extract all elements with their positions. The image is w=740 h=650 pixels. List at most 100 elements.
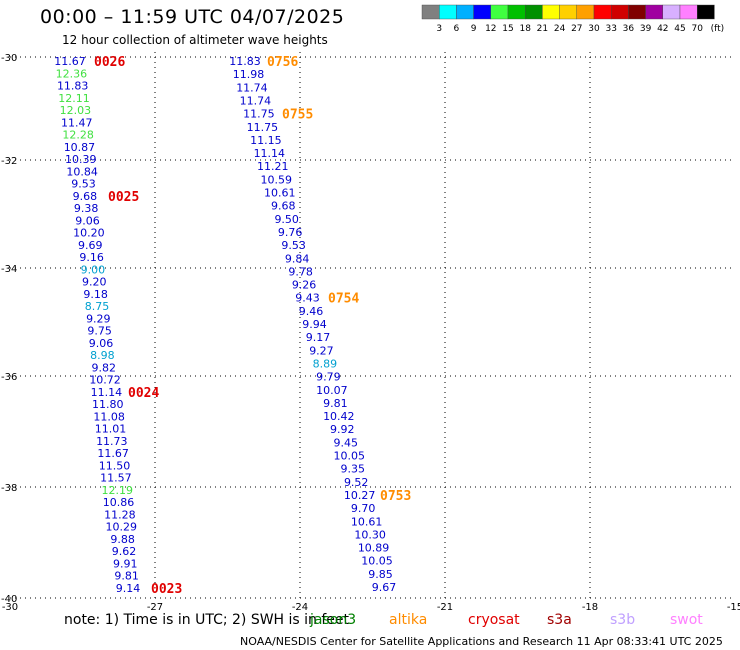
legend-swatch (593, 4, 612, 20)
wave-height-label: 11.67 (97, 447, 129, 460)
wave-height-label: 11.74 (236, 81, 268, 94)
page-title: 00:00 – 11:59 UTC 04/07/2025 (40, 6, 345, 28)
satellite-legend-s3b: s3b (610, 612, 636, 628)
legend-swatch (697, 4, 715, 20)
wave-height-label: 11.75 (247, 121, 279, 134)
wave-height-label: 9.75 (87, 325, 112, 338)
wave-height-label: 11.01 (95, 423, 127, 436)
wave-height-label: 9.88 (110, 533, 135, 546)
wave-height-label: 9.76 (278, 226, 303, 239)
legend-label: 45 (674, 24, 685, 34)
legend-swatch (421, 4, 440, 20)
wave-height-label: 11.47 (61, 116, 93, 129)
wave-height-label: 9.16 (79, 251, 104, 264)
wave-height-label: 10.05 (361, 555, 393, 568)
wave-height-label: 12.03 (60, 104, 92, 117)
wave-height-label: 11.15 (250, 134, 282, 147)
wave-height-label: 10.30 (354, 528, 386, 541)
wave-height-label: 10.84 (66, 165, 98, 178)
y-tick-label: -36 (1, 372, 17, 383)
color-legend: 3 6 9 12 15 18 21 24 27 30 33 36 39 42 45 70 (ft) (421, 4, 724, 34)
time-label: 0025 (108, 190, 139, 205)
wave-height-label: 9.06 (75, 214, 100, 227)
satellite-legend-s3a: s3a (547, 612, 572, 628)
wave-height-label: 11.67 (54, 55, 86, 68)
page-subtitle: 12 hour collection of altimeter wave hei… (62, 33, 328, 47)
time-label: 0026 (94, 55, 125, 70)
x-tick-label: -30 (2, 602, 18, 613)
wave-height-label: 10.86 (103, 496, 135, 509)
wave-height-label: 10.61 (351, 515, 383, 528)
wave-height-label: 9.18 (83, 288, 108, 301)
wave-height-label: 12.36 (56, 67, 88, 80)
wave-height-label: 9.29 (86, 312, 111, 325)
wave-height-label: 11.74 (240, 94, 272, 107)
wave-height-label: 9.26 (292, 279, 317, 292)
wave-height-label: 10.87 (64, 141, 96, 154)
legend-swatch (679, 4, 698, 20)
wave-height-label: 9.50 (274, 213, 299, 226)
wave-height-label: 11.08 (93, 410, 125, 423)
wave-height-label: 9.38 (74, 202, 99, 215)
legend-swatch (490, 4, 509, 20)
wave-height-label: 9.68 (73, 190, 98, 203)
legend-label: 21 (537, 24, 548, 34)
legend-label: 27 (571, 24, 582, 34)
legend-label: 36 (623, 24, 635, 34)
wave-height-label: 11.73 (96, 435, 128, 448)
wave-height-label: 12.28 (62, 129, 94, 142)
x-tick-label: -18 (582, 602, 598, 613)
wave-height-label: 10.72 (89, 374, 121, 387)
y-tick-label: -40 (1, 594, 17, 605)
legend-swatch (439, 4, 457, 20)
legend-swatch (507, 4, 526, 20)
legend-swatch (456, 4, 474, 20)
wave-height-label: 9.81 (323, 397, 348, 410)
legend-label: 24 (554, 24, 566, 34)
wave-height-label: 10.59 (261, 173, 293, 186)
wave-height-label: 9.84 (285, 252, 310, 265)
legend-swatch (473, 4, 492, 20)
time-label: 0756 (267, 55, 298, 70)
wave-height-label: 9.92 (330, 423, 355, 436)
wave-height-label: 9.81 (114, 570, 139, 583)
map-grid (10, 52, 735, 600)
wave-height-label: 11.28 (104, 508, 136, 521)
wave-height-label: 11.98 (233, 68, 265, 81)
time-label: 0753 (380, 489, 411, 504)
legend-label: 18 (519, 24, 531, 34)
wave-height-label: 9.53 (281, 239, 306, 252)
legend-label: 12 (485, 24, 496, 34)
note-text: note: 1) Time is in UTC; 2) SWH is in fe… (64, 612, 350, 628)
wave-height-label: 9.91 (113, 557, 138, 570)
y-tick-label: -34 (1, 264, 17, 275)
wave-height-label: 9.45 (334, 436, 359, 449)
wave-height-label: 9.82 (91, 361, 116, 374)
satellite-legend-jason3: jason3 (310, 612, 357, 628)
x-tick-label: -15 (727, 602, 740, 613)
time-label: 0024 (128, 386, 159, 401)
y-tick-label: -32 (1, 156, 17, 167)
wave-height-label: 9.17 (306, 331, 331, 344)
legend-swatch (559, 4, 577, 20)
wave-height-label: 9.43 (295, 292, 320, 305)
legend-label: 39 (640, 24, 652, 34)
wave-height-label: 10.05 (334, 450, 366, 463)
y-tick-label: -30 (1, 53, 17, 64)
wave-height-label: 9.27 (309, 344, 334, 357)
legend-swatch (645, 4, 663, 20)
legend-swatch (662, 4, 681, 20)
wave-height-label: 11.14 (254, 147, 286, 160)
wave-height-label: 9.06 (89, 337, 114, 350)
x-tick-label: -21 (437, 602, 453, 613)
wave-height-label: 9.62 (112, 545, 137, 558)
wave-height-label: 11.14 (91, 386, 123, 399)
x-tick-label: -27 (147, 602, 163, 613)
wave-height-label: 9.69 (78, 239, 103, 252)
wave-height-label: 9.20 (82, 276, 107, 289)
x-tick-label: -24 (292, 602, 308, 613)
wave-height-label: 10.29 (106, 521, 138, 534)
legend-label: 42 (657, 24, 668, 34)
legend-label: 33 (605, 24, 616, 34)
